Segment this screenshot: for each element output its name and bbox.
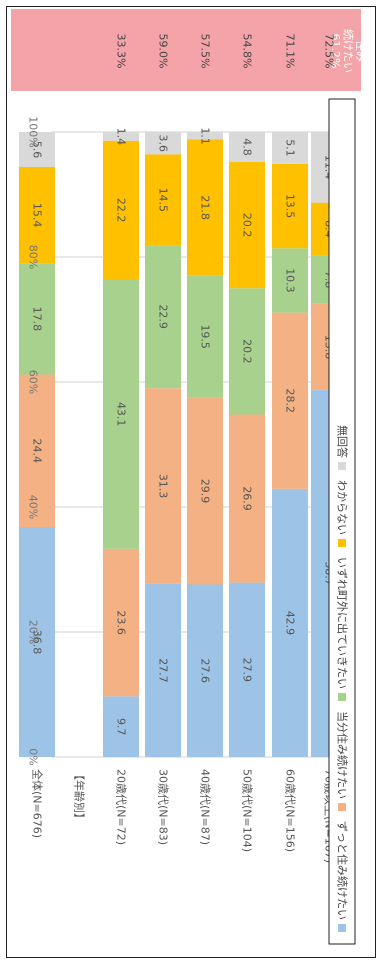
bar-segment <box>272 488 308 757</box>
bar-segment <box>229 162 265 289</box>
tick-label: 100% <box>27 116 40 147</box>
bar-segment <box>187 584 223 757</box>
data-label: 9.7 <box>115 718 128 736</box>
legend-swatch <box>338 924 346 932</box>
legend-label: ずっと住み続けたい <box>336 821 350 920</box>
tick-label: 40% <box>27 495 40 519</box>
data-label: 20.2 <box>241 339 254 364</box>
bar-segment <box>103 548 139 697</box>
bar-segment <box>272 312 308 489</box>
data-label: 20.2 <box>241 213 254 238</box>
bar-segment <box>145 245 181 389</box>
bar-segment <box>19 527 55 757</box>
category-label: 30歳代(N=83) <box>157 769 170 845</box>
bar-segment <box>19 374 55 527</box>
data-label: 27.9 <box>241 658 254 683</box>
data-label: 36.8 <box>31 630 44 655</box>
data-label: 28.2 <box>284 389 297 414</box>
category-label: 【年齢別】 <box>73 769 87 824</box>
data-label: 10.3 <box>284 268 297 293</box>
summary-value: 59.0% <box>157 34 170 69</box>
data-label: 21.8 <box>199 195 212 220</box>
category-label: 60歳代(N=156) <box>284 769 297 852</box>
bar-segment <box>19 167 55 264</box>
data-label: 1.1 <box>199 127 212 145</box>
data-label: 19.5 <box>199 324 212 349</box>
legend-label: いずれ町外に出ていきたい <box>336 557 350 689</box>
category-label: 全体(N=676) <box>31 769 45 838</box>
bar-segment <box>187 275 223 398</box>
data-label: 3.6 <box>157 135 170 153</box>
bar-segment <box>272 163 308 249</box>
legend-swatch <box>338 693 346 701</box>
bar-segment <box>103 279 139 549</box>
legend-label: 当分住み続けたい <box>336 711 350 799</box>
data-label: 22.2 <box>115 198 128 223</box>
bar-segment <box>187 139 223 276</box>
data-label: 31.3 <box>157 474 170 499</box>
data-label: 5.1 <box>284 139 297 157</box>
bar-segment <box>229 414 265 583</box>
legend-label: 無回答 <box>336 425 350 458</box>
data-label: 26.9 <box>241 486 254 511</box>
bar-segment <box>229 288 265 415</box>
bar-segment <box>272 248 308 313</box>
data-label: 43.1 <box>115 402 128 427</box>
legend-swatch <box>338 803 346 811</box>
chart-frame: 住み続けたい61.2% 33.3% 59.0% 57.5% 54.8% 71.1% 72.5… <box>6 6 376 958</box>
summary-value: 57.5% <box>199 34 212 69</box>
summary-header-line: 61.2% <box>329 34 342 69</box>
category-label: 50歳代(N=104) <box>241 769 254 852</box>
tick-label: 80% <box>27 245 40 269</box>
bar-segment <box>19 263 55 375</box>
tick-label: 20% <box>27 620 40 644</box>
bar-segment <box>103 132 139 141</box>
data-label: 14.5 <box>157 188 170 213</box>
data-label: 23.6 <box>115 610 128 635</box>
bar-segment <box>187 132 223 140</box>
summary-header: 住み続けたい61.2% <box>329 29 368 73</box>
bar-segment <box>103 140 139 280</box>
summary-header-line: 続けたい <box>341 29 355 73</box>
bar-segment <box>187 397 223 585</box>
legend-swatch <box>338 539 346 547</box>
category-label: 20歳代(N=72) <box>115 769 128 845</box>
summary-value: 33.3% <box>115 34 128 69</box>
data-label: 13.5 <box>284 194 297 219</box>
bar-segment <box>145 388 181 584</box>
data-label: 42.9 <box>284 611 297 636</box>
data-label: 15.4 <box>31 203 44 228</box>
data-label: 5.6 <box>31 141 44 159</box>
summary-value: 54.8% <box>241 34 254 69</box>
data-label: 4.8 <box>241 138 254 156</box>
data-label: 17.8 <box>31 307 44 332</box>
tick-label: 60% <box>27 370 40 394</box>
data-label: 27.7 <box>157 658 170 683</box>
bar-segment <box>145 132 181 155</box>
bar-segment <box>272 132 308 164</box>
data-label: 27.6 <box>199 659 212 684</box>
bar-segment <box>229 582 265 757</box>
bar-segment <box>145 583 181 757</box>
data-label: 29.9 <box>199 479 212 504</box>
bar-segment <box>103 696 139 757</box>
bar-segment <box>145 154 181 246</box>
tick-label: 0% <box>27 748 40 765</box>
legend-label: わからない <box>336 480 349 535</box>
bar-segment <box>19 132 55 167</box>
bar-segment <box>229 132 265 162</box>
summary-value: 71.1% <box>284 34 297 69</box>
legend-swatch <box>338 462 346 470</box>
category-label: 40歳代(N=87) <box>199 769 212 845</box>
stacked-bar-chart: 住み続けたい61.2% 33.3% 59.0% 57.5% 54.8% 71.1% 72.5… <box>11 9 368 945</box>
data-label: 22.9 <box>157 304 170 329</box>
summary-value: 72.5% <box>323 34 336 69</box>
data-label: 24.4 <box>31 439 44 464</box>
data-label: 1.4 <box>115 128 128 146</box>
summary-box <box>11 9 361 91</box>
summary-header-line: 住み <box>354 40 368 62</box>
